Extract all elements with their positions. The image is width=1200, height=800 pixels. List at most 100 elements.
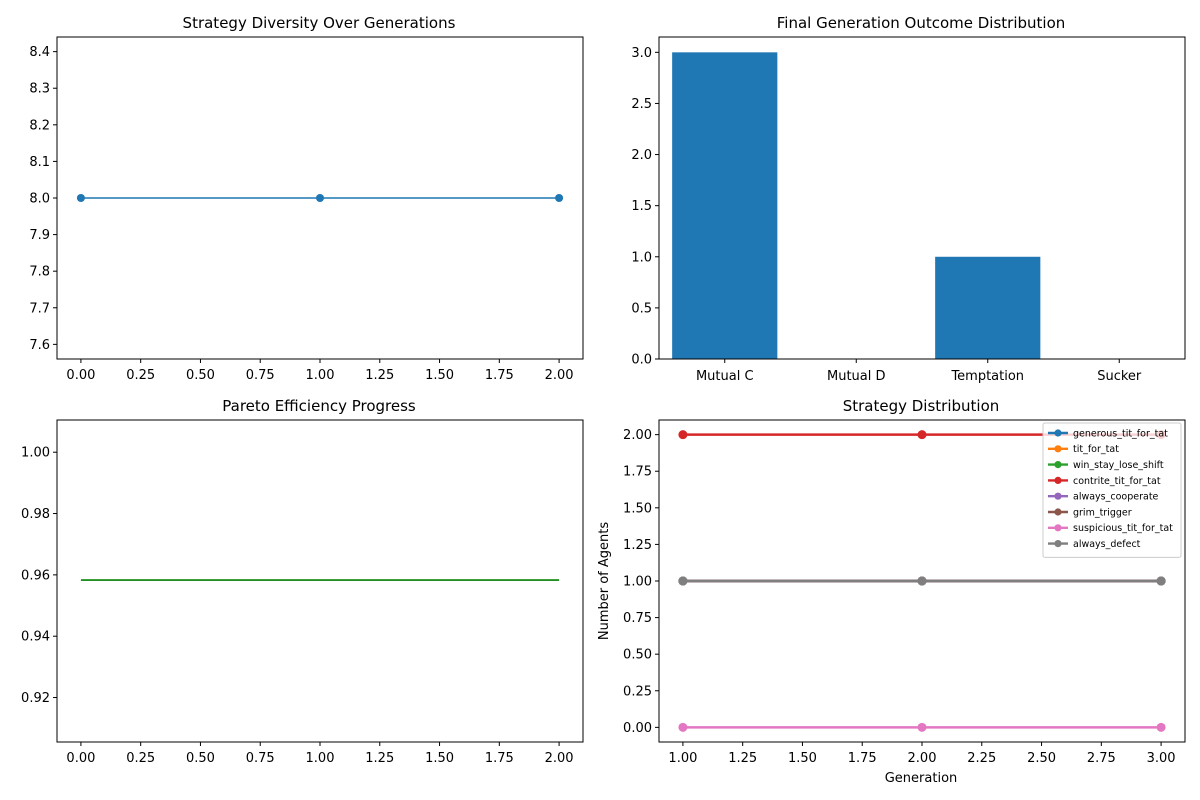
x-tick-label: 0.25 [126,368,155,383]
y-tick-label: 0.92 [21,691,50,706]
bar [672,52,778,359]
x-tick-label: 2.00 [545,751,574,766]
x-tick-label: 1.00 [668,751,697,766]
x-tick-label: Mutual D [827,369,886,384]
data-point [555,194,564,202]
data-point [917,722,927,732]
x-tick-label: 0.25 [126,751,155,766]
legend-label: grim_trigger [1073,507,1132,518]
x-tick-label: 1.25 [365,368,394,383]
y-tick-label: 1.0 [631,250,652,265]
legend-swatch-marker [1054,492,1062,500]
x-tick-label: 1.50 [425,751,454,766]
y-tick-label: 0.5 [631,301,652,316]
y-tick-label: 1.25 [623,538,652,553]
y-tick-label: 1.50 [623,501,652,516]
legend-label: always_cooperate [1073,492,1159,503]
y-tick-label: 7.8 [29,265,50,280]
y-tick-label: 2.0 [631,148,652,163]
y-tick-label: 2.5 [631,97,652,112]
legend-swatch-marker [1054,461,1062,469]
x-tick-label: 1.75 [848,751,877,766]
y-tick-label: 0.0 [631,353,652,368]
x-tick-label: 1.75 [485,751,514,766]
bar [935,256,1041,359]
legend-label: tit_for_tat [1073,444,1119,455]
y-axis-label: Number of Agents [597,522,612,640]
legend-swatch-marker [1054,445,1062,453]
legend-swatch-marker [1054,508,1062,516]
y-tick-label: 0.96 [21,568,50,583]
pareto-chart: Pareto Efficiency Progress 0.92 0.94 0.96 0… [21,397,584,766]
x-tick-label: 2.00 [545,368,574,383]
plot-frame [56,419,584,743]
legend: generous_tit_for_tat tit_for_tat win_stay_… [1042,422,1182,558]
x-tick-label: 0.00 [66,751,95,766]
legend-label: generous_tit_for_tat [1073,428,1168,439]
plot-frame [658,36,1186,360]
legend-label: contrite_tit_for_tat [1073,476,1161,487]
legend-swatch-marker [1054,429,1062,437]
y-tick-label: 0.50 [623,648,652,663]
y-tick-label: 7.7 [29,301,50,316]
x-tick-label: 1.00 [306,751,335,766]
data-point [1156,576,1166,586]
data-point [76,194,85,202]
x-tick-label: 0.75 [246,751,275,766]
data-point [678,430,688,440]
x-tick-label: 3.00 [1147,751,1176,766]
y-tick-label: 8.0 [29,192,50,207]
y-tick-label: 1.5 [631,199,652,214]
legend-swatch-marker [1054,524,1062,532]
chart-title: Pareto Efficiency Progress [222,397,416,415]
y-tick-label: 8.1 [29,155,50,170]
x-axis-label: Generation [885,771,958,786]
chart-title: Strategy Distribution [843,397,1000,415]
legend-swatch-marker [1054,540,1062,548]
data-point [316,194,324,202]
y-tick-label: 1.75 [623,465,652,480]
legend-label: always_defect [1073,539,1141,550]
strategy-distribution-chart: Strategy Distribution Generation Number … [597,397,1186,786]
x-tick-label: 1.50 [425,368,454,383]
data-point [678,722,688,732]
x-tick-label: Temptation [950,369,1024,384]
y-tick-label: 7.6 [29,338,50,353]
y-tick-label: 0.00 [623,721,652,736]
legend-box [1042,422,1182,558]
x-tick-label: 0.50 [186,368,215,383]
chart-title: Strategy Diversity Over Generations [183,14,456,32]
x-tick-label: 0.50 [186,751,215,766]
chart-title: Final Generation Outcome Distribution [777,14,1066,32]
y-tick-label: 1.00 [623,575,652,590]
outcome-chart: Final Generation Outcome Distribution 0.… [631,14,1186,384]
y-tick-label: 3.0 [631,46,652,61]
x-tick-label: 1.75 [485,368,514,383]
y-tick-label: 8.2 [29,118,50,133]
y-tick-label: 8.4 [29,45,50,60]
x-tick-label: 2.75 [1087,751,1116,766]
y-tick-label: 1.00 [21,446,50,461]
diversity-chart: Strategy Diversity Over Generations 7.6 7… [29,14,584,383]
data-point [678,576,688,586]
legend-label: suspicious_tit_for_tat [1073,523,1173,534]
y-tick-label: 8.3 [29,82,50,97]
x-tick-label: 1.00 [306,368,335,383]
y-tick-label: 0.98 [21,507,50,522]
x-tick-label: 2.00 [908,751,937,766]
x-tick-label: Sucker [1097,369,1142,384]
data-point [1156,722,1166,732]
x-tick-label: 2.50 [1027,751,1056,766]
y-tick-label: 0.25 [623,684,652,699]
data-point [917,576,927,586]
x-tick-label: 0.75 [246,368,275,383]
legend-label: win_stay_lose_shift [1073,460,1164,471]
x-tick-label: 2.25 [967,751,996,766]
x-tick-label: 0.00 [66,368,95,383]
x-tick-label: 1.50 [788,751,817,766]
y-tick-label: 0.94 [21,630,50,645]
x-tick-label: 1.25 [728,751,757,766]
data-point [917,430,927,440]
y-tick-label: 7.9 [29,228,50,243]
